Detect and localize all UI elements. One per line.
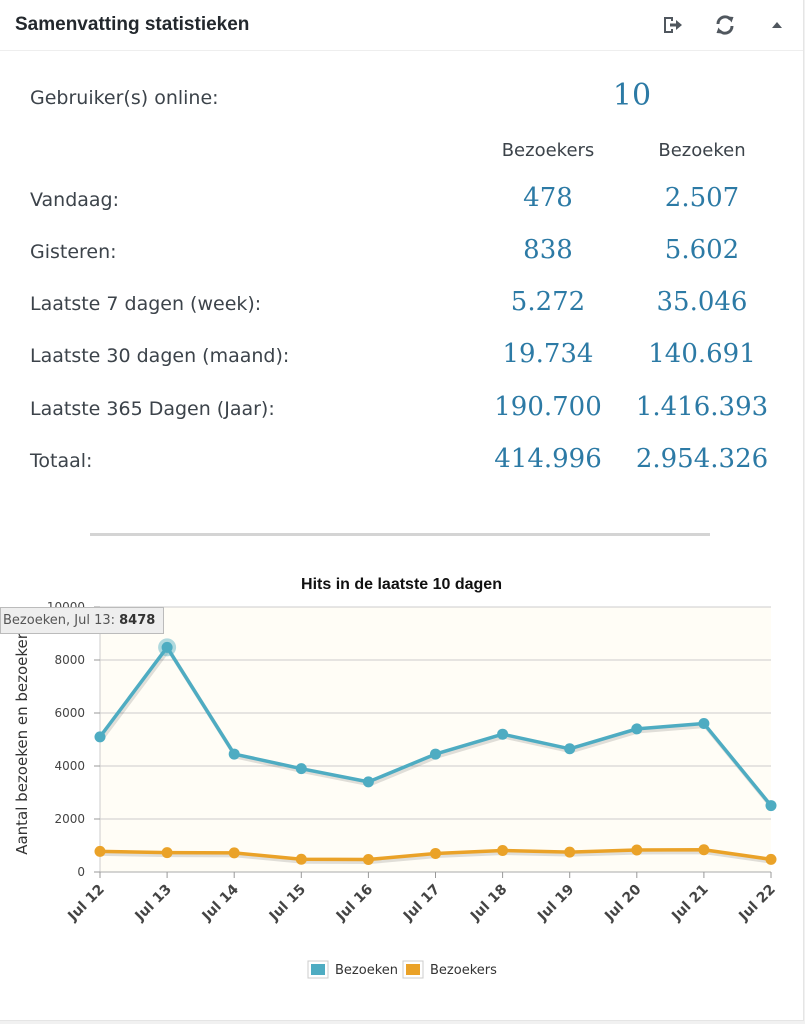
chart-legend: Bezoeken Bezoekers (307, 960, 497, 979)
x-tick-label: Jul 13 (132, 882, 175, 925)
y-tick-label: 4000 (54, 759, 85, 773)
year-visits: 1.416.393 (635, 392, 769, 422)
x-tick-label: Jul 17 (400, 882, 443, 925)
data-point-bezoeken (362, 776, 374, 788)
data-point-bezoekers (698, 844, 710, 856)
data-point-bezoekers (161, 847, 173, 859)
data-point-bezoeken (295, 763, 307, 775)
online-label: Gebruiker(s) online: (30, 87, 219, 109)
highlight-point (158, 638, 177, 657)
data-point-bezoekers (631, 844, 643, 856)
x-tick-label: Jul 20 (601, 881, 645, 925)
data-point-bezoeken (698, 718, 710, 730)
tooltip-value: 8478 (119, 613, 156, 628)
data-point-bezoeken (631, 723, 643, 735)
row-label-year: Laatste 365 Dagen (Jaar): (30, 398, 275, 420)
week-visits: 35.046 (656, 287, 748, 317)
x-tick-label: Jul 15 (266, 882, 309, 925)
data-point-bezoekers (497, 845, 509, 857)
legend-swatch-bezoeken (311, 964, 325, 975)
data-point-bezoeken (161, 641, 173, 653)
data-point-bezoeken (497, 728, 509, 740)
refresh-icon[interactable] (710, 10, 740, 40)
x-tick-label: Jul 21 (668, 882, 711, 925)
legend-label-bezoekers: Bezoekers (430, 963, 497, 978)
data-point-bezoeken (430, 748, 441, 760)
yesterday-visits: 5.602 (664, 235, 740, 265)
x-tick-label: Jul 18 (467, 882, 510, 925)
widget-title: Samenvatting statistieken (15, 14, 250, 35)
y-tick-label: 8000 (54, 653, 85, 667)
week-visitors: 5.272 (510, 287, 586, 317)
legend-swatch-bezoekers (406, 964, 420, 975)
divider (90, 533, 710, 536)
data-point-bezoekers (228, 847, 240, 859)
yesterday-visitors: 838 (523, 235, 573, 265)
total-visits: 2.954.326 (635, 444, 769, 474)
row-label-yesterday: Gisteren: (30, 241, 117, 263)
y-axis-ticks: 0200040006000800010000 (47, 600, 100, 879)
collapse-arrow-icon[interactable] (762, 10, 792, 40)
month-visits: 140.691 (648, 339, 756, 369)
today-visits: 2.507 (664, 183, 740, 213)
x-tick-label: Jul 16 (333, 882, 376, 925)
row-label-today: Vandaag: (30, 189, 120, 211)
row-label-total: Totaal: (30, 450, 93, 472)
month-visitors: 19.734 (502, 339, 594, 369)
data-point-bezoekers (295, 853, 307, 865)
legend-label-bezoeken: Bezoeken (335, 963, 398, 978)
today-visitors: 478 (523, 183, 573, 213)
y-tick-label: 6000 (54, 706, 85, 720)
row-label-week: Laatste 7 dagen (week): (30, 293, 262, 315)
x-tick-label: Jul 14 (199, 881, 243, 925)
x-axis-ticks: Jul 12 Jul 13 Jul 14 Jul 15 Jul 16 Jul 17 Jul … (64, 872, 779, 925)
data-point-bezoeken (564, 743, 576, 755)
chart-tooltip: Bezoeken, Jul 13: 8478 (0, 607, 165, 634)
data-point-bezoekers (765, 853, 777, 865)
data-point-bezoekers (94, 845, 106, 857)
row-label-month: Laatste 30 dagen (maand): (30, 345, 290, 367)
y-axis-label: Aantal bezoeken en bezoekers (13, 625, 31, 855)
data-point-bezoeken (94, 731, 106, 743)
widget-header: Samenvatting statistieken (0, 0, 803, 51)
data-point-bezoeken (765, 800, 777, 812)
x-tick-label: Jul 22 (735, 882, 778, 925)
grid-lines (100, 606, 771, 820)
y-tick-label: 2000 (54, 812, 85, 826)
column-header-visitors: Bezoekers (501, 140, 595, 161)
total-visitors: 414.996 (494, 444, 602, 474)
online-count: 10 (612, 78, 652, 113)
chart-series (94, 638, 777, 866)
chart-title: Hits in de laatste 10 dagen (301, 576, 502, 593)
column-header-visits: Bezoeken (658, 140, 746, 161)
plot-area (100, 607, 771, 872)
export-icon[interactable] (658, 10, 688, 40)
y-tick-label: 0 (77, 865, 85, 879)
data-point-bezoekers (430, 847, 441, 859)
data-point-bezoekers (362, 854, 374, 866)
tooltip-text: Bezoeken, Jul 13: (3, 613, 120, 628)
x-tick-label: Jul 19 (534, 882, 577, 925)
data-point-bezoeken (228, 748, 240, 760)
year-visitors: 190.700 (494, 392, 602, 422)
x-tick-label: Jul 12 (64, 882, 107, 925)
data-point-bezoekers (564, 846, 576, 858)
